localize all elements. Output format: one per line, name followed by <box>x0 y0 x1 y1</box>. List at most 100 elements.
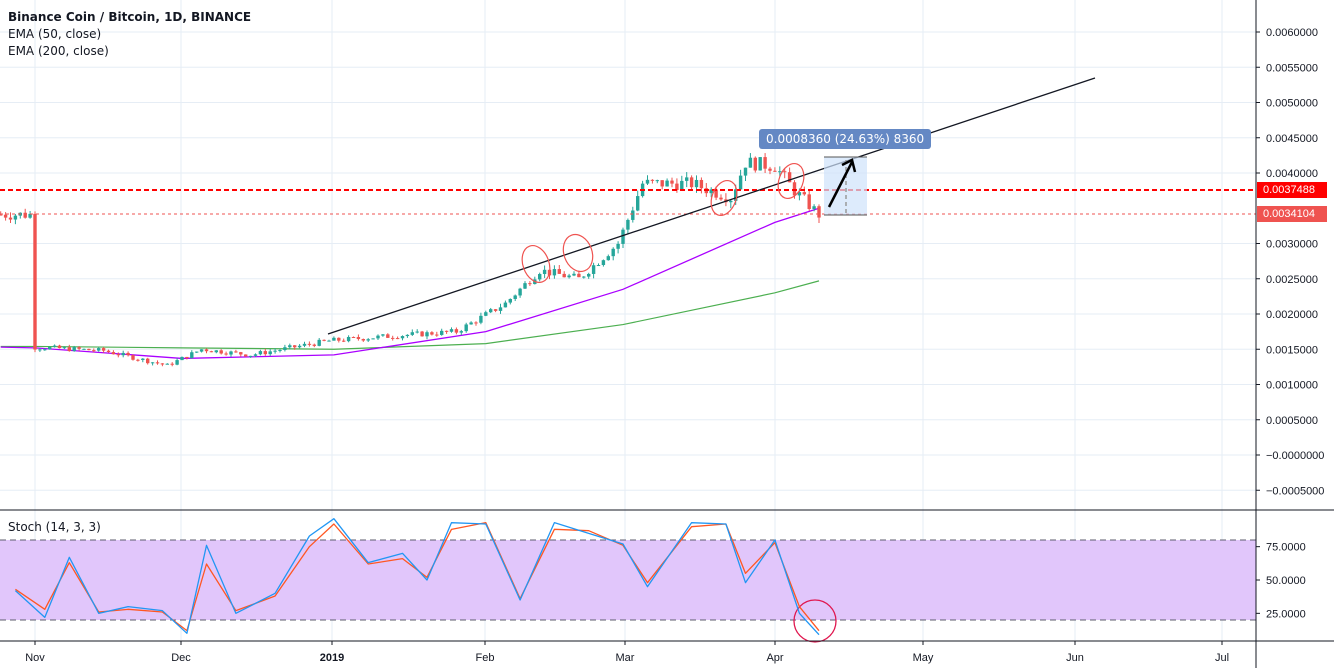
candle-body <box>155 362 160 364</box>
price-axis-label: 0.0050000 <box>1266 98 1318 110</box>
candle-body <box>489 309 493 313</box>
candle-body <box>126 352 130 356</box>
stoch-oversold-circle[interactable] <box>793 599 837 643</box>
candle-body <box>493 309 498 311</box>
candle-body <box>783 171 787 173</box>
candle-body <box>136 359 140 361</box>
candle-body <box>714 189 718 198</box>
candle-body <box>371 338 375 340</box>
candle-body <box>577 273 581 278</box>
candle-body <box>214 350 218 353</box>
candle-body <box>518 288 522 296</box>
candle-body <box>758 157 762 171</box>
stoch-d-line <box>15 522 820 632</box>
candle-body <box>38 349 42 351</box>
candle-body <box>204 349 209 352</box>
highlight-ellipse[interactable] <box>707 177 742 219</box>
candle-body <box>248 355 253 357</box>
price-axis-label: 0.0010000 <box>1266 380 1318 392</box>
candle-body <box>263 351 267 355</box>
candle-body <box>689 177 694 188</box>
candle-body <box>101 348 106 351</box>
candle-body <box>180 356 184 361</box>
candle-body <box>381 334 385 336</box>
candle-body <box>768 168 772 171</box>
time-axis-label: Nov <box>25 652 45 664</box>
candle-body <box>606 256 610 261</box>
candle-body <box>356 337 361 340</box>
candle-body <box>0 214 3 216</box>
candle-body <box>557 269 561 274</box>
stoch-axis-label: 75.0000 <box>1266 542 1306 554</box>
candle-body <box>72 347 76 352</box>
candle-body <box>160 363 165 365</box>
candle-body <box>185 356 189 359</box>
candle-body <box>317 339 321 346</box>
stoch-lines <box>14 518 820 636</box>
candle-body <box>694 179 699 188</box>
drawing-annotations[interactable] <box>0 77 1256 643</box>
candle-body <box>23 212 27 218</box>
candle-body <box>817 206 821 218</box>
candle-body <box>13 215 18 220</box>
candle-body <box>435 334 439 336</box>
candle-body <box>444 330 449 332</box>
candle-body <box>484 312 488 316</box>
candle-body <box>601 260 606 266</box>
candle-body <box>199 349 204 352</box>
candle-body <box>3 214 8 218</box>
candle-body <box>87 348 91 351</box>
candle-body <box>131 355 135 360</box>
candle-body <box>82 348 86 350</box>
candle-body <box>449 329 454 332</box>
candle-body <box>48 346 52 350</box>
candle-body <box>327 340 331 342</box>
arrow-up-icon[interactable] <box>827 161 854 208</box>
indicator-ema50-label[interactable]: EMA (50, close) <box>8 27 102 41</box>
candle-body <box>616 243 620 249</box>
candle-body <box>386 334 390 338</box>
arrow-head-icon <box>841 158 857 173</box>
measure-tool-label[interactable]: 0.0008360 (24.63%) 8360 <box>759 129 932 149</box>
candle-body <box>645 179 650 184</box>
candle-body <box>734 189 738 201</box>
time-axis-label: Mar <box>616 652 635 664</box>
candle-body <box>273 350 277 352</box>
candle-body <box>542 269 547 275</box>
candle-body <box>111 352 116 355</box>
candle-body <box>787 172 792 183</box>
highlight-ellipse[interactable] <box>558 230 597 275</box>
candle-body <box>391 337 395 339</box>
highlight-ellipse[interactable] <box>774 160 809 202</box>
candle-body <box>342 340 346 342</box>
candle-body <box>366 339 370 341</box>
candle-body <box>258 351 263 355</box>
time-axis-label: Jun <box>1066 652 1084 664</box>
candle-body <box>636 196 640 211</box>
candle-body <box>57 345 62 349</box>
candle-body <box>797 192 802 196</box>
candle-body <box>410 332 414 335</box>
candle-body <box>675 183 679 191</box>
candle-body <box>283 347 287 351</box>
candle-body <box>395 338 400 340</box>
stoch-indicator-label[interactable]: Stoch (14, 3, 3) <box>8 520 101 534</box>
price-axis-label: 0.0040000 <box>1266 168 1318 180</box>
candle-body <box>454 329 459 333</box>
candle-body <box>302 343 307 346</box>
candle-body <box>562 273 566 278</box>
highlight-ellipse[interactable] <box>517 242 554 287</box>
candle-body <box>680 180 684 191</box>
indicator-ema200-label[interactable]: EMA (200, close) <box>8 44 109 58</box>
candle-body <box>582 276 586 278</box>
ema-200-line <box>0 280 820 350</box>
candle-body <box>523 283 527 289</box>
candle-body <box>229 351 233 355</box>
symbol-title[interactable]: Binance Coin / Bitcoin, 1D, BINANCE <box>8 10 252 24</box>
candle-body <box>503 302 508 308</box>
candle-body <box>498 307 503 311</box>
candle-body <box>312 344 316 346</box>
candle-body <box>165 363 169 365</box>
candle-body <box>685 177 689 181</box>
